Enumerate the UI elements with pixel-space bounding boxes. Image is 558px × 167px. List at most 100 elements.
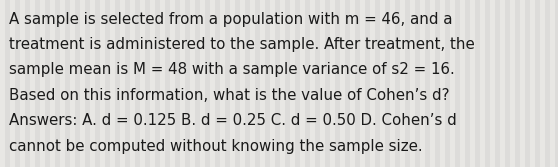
Bar	[200, 0, 205, 167]
Bar	[460, 0, 465, 167]
Bar	[15, 0, 20, 167]
Bar	[90, 0, 95, 167]
Bar	[115, 0, 120, 167]
Bar	[540, 0, 545, 167]
Bar	[465, 0, 470, 167]
Bar	[110, 0, 115, 167]
Bar	[475, 0, 480, 167]
Bar	[235, 0, 240, 167]
Bar	[385, 0, 390, 167]
Bar	[130, 0, 135, 167]
Bar	[250, 0, 255, 167]
Bar	[80, 0, 85, 167]
Bar	[135, 0, 140, 167]
Bar	[455, 0, 460, 167]
Bar	[100, 0, 105, 167]
Bar	[400, 0, 405, 167]
Bar	[510, 0, 515, 167]
Bar	[350, 0, 355, 167]
Bar	[210, 0, 215, 167]
Bar	[450, 0, 455, 167]
Bar	[480, 0, 485, 167]
Bar	[175, 0, 180, 167]
Bar	[285, 0, 290, 167]
Text: Based on this information, what is the value of Cohen’s d?: Based on this information, what is the v…	[9, 88, 450, 103]
Bar	[485, 0, 490, 167]
Bar	[150, 0, 155, 167]
Bar	[75, 0, 80, 167]
Bar	[185, 0, 190, 167]
Bar	[445, 0, 450, 167]
Bar	[85, 0, 90, 167]
Bar	[245, 0, 250, 167]
Bar	[225, 0, 230, 167]
Bar	[120, 0, 125, 167]
Bar	[105, 0, 110, 167]
Bar	[330, 0, 335, 167]
Bar	[35, 0, 40, 167]
Bar	[395, 0, 400, 167]
Bar	[555, 0, 558, 167]
Bar	[425, 0, 430, 167]
Bar	[300, 0, 305, 167]
Bar	[70, 0, 75, 167]
Bar	[170, 0, 175, 167]
Bar	[25, 0, 30, 167]
Bar	[345, 0, 350, 167]
Bar	[375, 0, 380, 167]
Bar	[315, 0, 320, 167]
Bar	[410, 0, 415, 167]
Bar	[280, 0, 285, 167]
Bar	[520, 0, 525, 167]
Bar	[20, 0, 25, 167]
Bar	[505, 0, 510, 167]
Bar	[380, 0, 385, 167]
Bar	[260, 0, 265, 167]
Bar	[525, 0, 530, 167]
Bar	[420, 0, 425, 167]
Text: cannot be computed without knowing the sample size.: cannot be computed without knowing the s…	[9, 139, 423, 154]
Bar	[325, 0, 330, 167]
Bar	[165, 0, 170, 167]
Bar	[180, 0, 185, 167]
Bar	[545, 0, 550, 167]
Text: sample mean is M = 48 with a sample variance of s2 = 16.: sample mean is M = 48 with a sample vari…	[9, 62, 455, 77]
Text: Answers: A. d = 0.125 B. d = 0.25 C. d = 0.50 D. Cohen’s d: Answers: A. d = 0.125 B. d = 0.25 C. d =…	[9, 113, 457, 128]
Bar	[305, 0, 310, 167]
Bar	[490, 0, 495, 167]
Bar	[45, 0, 50, 167]
Bar	[145, 0, 150, 167]
Bar	[530, 0, 535, 167]
Bar	[405, 0, 410, 167]
Bar	[60, 0, 65, 167]
Bar	[360, 0, 365, 167]
Bar	[230, 0, 235, 167]
Bar	[430, 0, 435, 167]
Bar	[220, 0, 225, 167]
Bar	[535, 0, 540, 167]
Bar	[335, 0, 340, 167]
Bar	[0, 0, 5, 167]
Bar	[205, 0, 210, 167]
Bar	[365, 0, 370, 167]
Bar	[310, 0, 315, 167]
Bar	[10, 0, 15, 167]
Bar	[435, 0, 440, 167]
Bar	[440, 0, 445, 167]
Bar	[495, 0, 500, 167]
Bar	[95, 0, 100, 167]
Bar	[125, 0, 130, 167]
Bar	[470, 0, 475, 167]
Bar	[550, 0, 555, 167]
Bar	[320, 0, 325, 167]
Bar	[140, 0, 145, 167]
Bar	[160, 0, 165, 167]
Bar	[390, 0, 395, 167]
Bar	[340, 0, 345, 167]
Bar	[155, 0, 160, 167]
Bar	[50, 0, 55, 167]
Bar	[355, 0, 360, 167]
Bar	[255, 0, 260, 167]
Bar	[55, 0, 60, 167]
Bar	[40, 0, 45, 167]
